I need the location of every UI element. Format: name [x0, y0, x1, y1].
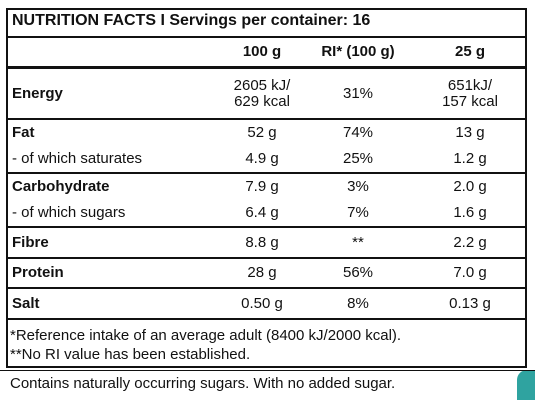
- row-label: Fat: [12, 124, 35, 141]
- cell: 31%: [342, 85, 374, 102]
- cell: 157 kcal: [442, 93, 498, 110]
- cell: 25%: [342, 150, 374, 167]
- cell: 8%: [347, 294, 369, 312]
- cell: 2605 kJ/: [233, 77, 291, 94]
- cell: 1.2 g: [453, 150, 487, 167]
- cell: 56%: [342, 264, 374, 281]
- cell: 629 kcal: [234, 93, 290, 110]
- cell: 13 g: [455, 124, 485, 141]
- rule: [6, 287, 527, 289]
- label-border: [6, 8, 527, 368]
- rule: [6, 36, 527, 38]
- cell: 0.13 g: [449, 294, 491, 312]
- cell: 3%: [347, 178, 369, 195]
- rule: [6, 257, 527, 259]
- cell: 2.0 g: [453, 178, 487, 195]
- row-label: Fibre: [12, 233, 49, 251]
- column-header: 25 g: [454, 43, 486, 60]
- cell: 28 g: [247, 264, 277, 281]
- column-header: 100 g: [242, 43, 282, 60]
- cell: 1.6 g: [453, 204, 487, 221]
- row-label: Protein: [12, 264, 64, 281]
- row-label: - of which sugars: [12, 204, 126, 221]
- rule: [6, 118, 527, 120]
- footnote: *Reference intake of an average adult (8…: [10, 327, 402, 344]
- cell: 7.0 g: [453, 264, 487, 281]
- rule: [0, 370, 535, 371]
- cell: 7%: [347, 204, 369, 221]
- cell: 7.9 g: [245, 178, 279, 195]
- row-label: Salt: [12, 294, 40, 312]
- rule: [6, 66, 527, 69]
- cell: 8.8 g: [245, 233, 279, 251]
- row-label: Energy: [12, 85, 63, 102]
- cell: 4.9 g: [245, 150, 279, 167]
- cell: 651kJ/: [447, 77, 493, 94]
- cell: 2.2 g: [453, 233, 487, 251]
- cell: 0.50 g: [241, 294, 283, 312]
- title: NUTRITION FACTS I Servings per container…: [12, 12, 371, 29]
- footer-note: Contains naturally occurring sugars. Wit…: [10, 375, 396, 392]
- rule: [6, 172, 527, 174]
- cell: 6.4 g: [245, 204, 279, 221]
- rule: [6, 226, 527, 228]
- cell: 74%: [342, 124, 374, 141]
- rule: [6, 318, 527, 320]
- cell: 52 g: [247, 124, 277, 141]
- row-label: Carbohydrate: [12, 178, 110, 195]
- row-label: - of which saturates: [12, 150, 143, 167]
- footnote: **No RI value has been established.: [10, 346, 251, 363]
- cell: **: [352, 233, 364, 251]
- decoration: [517, 370, 535, 400]
- column-header: RI* (100 g): [321, 43, 395, 60]
